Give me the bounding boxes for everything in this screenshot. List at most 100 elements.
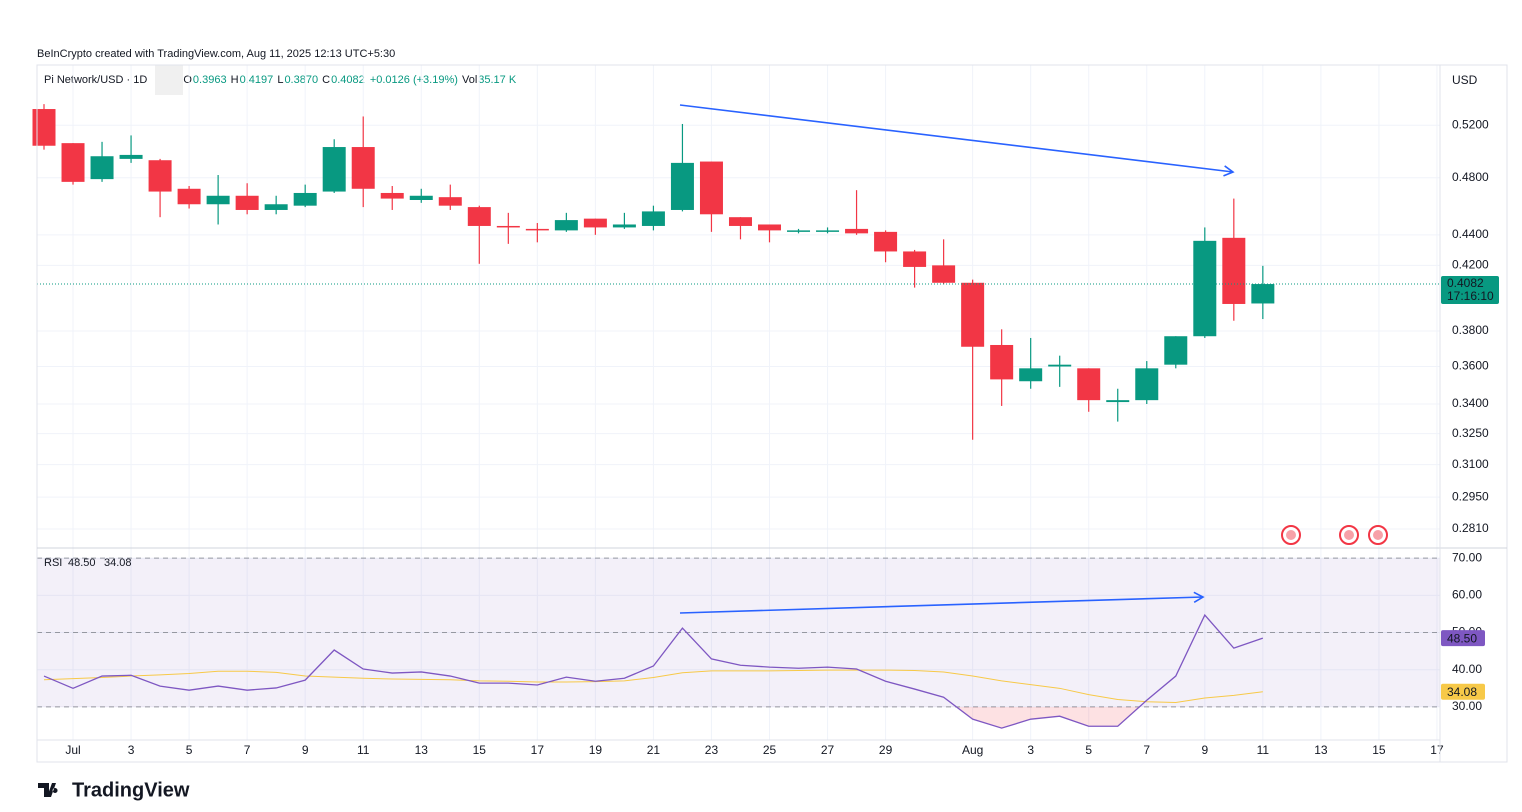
x-tick-label: 15 xyxy=(473,743,487,757)
candle-body xyxy=(641,211,665,226)
change: +0.0126 (+3.19%) xyxy=(369,74,458,86)
volume-label: Vol xyxy=(461,74,478,86)
x-tick-label: 25 xyxy=(763,743,777,757)
candle-body xyxy=(728,217,752,226)
x-tick-label: 23 xyxy=(705,743,719,757)
logo: TradingView xyxy=(38,779,190,801)
candle-body xyxy=(467,207,491,226)
x-tick-label: 19 xyxy=(589,743,603,757)
x-tick-label: Jul xyxy=(65,743,80,757)
ohlc-label: L xyxy=(277,74,284,86)
candle-body xyxy=(1193,240,1217,337)
candle-body xyxy=(1048,364,1072,367)
candle-body xyxy=(264,204,288,210)
ohlc-label: C xyxy=(322,74,331,86)
candle-body xyxy=(148,160,172,192)
oversold-fill xyxy=(956,706,1140,729)
price-trendline xyxy=(679,104,1235,177)
symbol: Pi Network/USD · 1D xyxy=(44,74,148,86)
candle-body xyxy=(90,156,114,180)
rsi-title: RSI xyxy=(44,557,62,569)
candle-body xyxy=(554,220,578,231)
x-tick-label: 3 xyxy=(128,743,135,757)
candle-body xyxy=(1077,368,1101,401)
candle-body xyxy=(1135,368,1159,401)
candle-body xyxy=(1251,284,1275,304)
candle-body xyxy=(612,224,636,228)
x-tick-label: 11 xyxy=(357,743,370,757)
ohlc-value: 0.3870 xyxy=(284,74,319,86)
candle-body xyxy=(583,218,607,228)
candle-body xyxy=(438,197,462,206)
y-tick-label: 0.4200 xyxy=(1452,258,1489,272)
x-tick-label: 9 xyxy=(1201,743,1208,757)
candle-body xyxy=(32,109,56,146)
candle-body xyxy=(206,195,230,205)
ohlc-value: 0.4197 xyxy=(239,74,274,86)
candle-body xyxy=(903,251,927,267)
currency: USD xyxy=(1452,73,1478,87)
y-tick-label: 30.00 xyxy=(1452,699,1482,713)
y-tick-label: 0.2950 xyxy=(1452,489,1489,503)
candle-body xyxy=(61,143,85,182)
x-tick-label: 9 xyxy=(302,743,309,757)
candle-body xyxy=(1019,368,1043,382)
candle-body xyxy=(1164,336,1188,365)
y-tick-label: 70.00 xyxy=(1452,550,1482,564)
candle-body xyxy=(119,154,143,159)
x-tick-label: 13 xyxy=(1314,743,1328,757)
ohlc-value: 0.3963 xyxy=(192,74,227,86)
x-tick-label: 15 xyxy=(1372,743,1386,757)
credit: BeInCrypto created with TradingView.com,… xyxy=(37,48,396,60)
rsi-band xyxy=(37,558,1440,707)
y-tick-label: 0.5200 xyxy=(1452,117,1489,131)
frame xyxy=(36,64,1508,763)
x-tick-label: 5 xyxy=(1085,743,1092,757)
x-tick-label: 7 xyxy=(244,743,251,757)
x-tick-label: 29 xyxy=(879,743,893,757)
candle-body xyxy=(322,147,346,192)
y-tick-label: 0.3600 xyxy=(1452,359,1489,373)
y-tick-label: 0.3250 xyxy=(1452,426,1489,440)
x-tick-label: 17 xyxy=(531,743,545,757)
candle-body xyxy=(845,228,869,234)
candle-body xyxy=(961,282,985,347)
candle-body xyxy=(496,225,520,228)
current-value-box xyxy=(1441,683,1485,700)
last-price-label: 0.4082 xyxy=(1447,276,1484,290)
y-tick-label: 60.00 xyxy=(1452,588,1482,602)
x-tick-label: 13 xyxy=(415,743,429,757)
ohlc: O0.3963 H0.4197 L0.3870 C0.4082 xyxy=(183,74,368,86)
candle-body xyxy=(699,161,723,215)
candle-body xyxy=(235,195,259,210)
last-price-box xyxy=(1441,276,1499,305)
x-tick-label: 17 xyxy=(1430,743,1444,757)
rsi-legend-value: 34.08 xyxy=(104,557,132,569)
candle-body xyxy=(1222,237,1246,304)
y-tick-label: 0.2810 xyxy=(1452,521,1489,535)
current-value-label: 48.50 xyxy=(1447,631,1477,645)
x-tick-label: 27 xyxy=(821,743,835,757)
symbol-legend: Pi Network/USD · 1D O0.3963 H0.4197 L0.3… xyxy=(44,65,517,96)
y-tick-label: 0.3100 xyxy=(1452,457,1489,471)
rsi-ma-line xyxy=(43,669,1263,703)
candle-body xyxy=(990,344,1014,380)
candle-body xyxy=(874,231,898,252)
candle-body xyxy=(816,230,840,232)
candle-body xyxy=(1106,400,1130,403)
candle-body xyxy=(293,192,317,206)
event-icon-flag xyxy=(1286,530,1296,540)
rsi-line xyxy=(43,613,1264,729)
event-icon-flag xyxy=(1344,530,1354,540)
mask xyxy=(155,65,184,96)
current-value-box xyxy=(1441,630,1485,647)
candle-body xyxy=(177,188,201,205)
candle-body xyxy=(409,195,433,200)
countdown: 17:16:10 xyxy=(1447,289,1494,303)
candle-body xyxy=(932,265,956,283)
y-tick-label: 40.00 xyxy=(1452,662,1482,676)
event-icons xyxy=(1281,525,1388,545)
candle-body xyxy=(351,147,375,189)
candle-body xyxy=(758,224,781,231)
